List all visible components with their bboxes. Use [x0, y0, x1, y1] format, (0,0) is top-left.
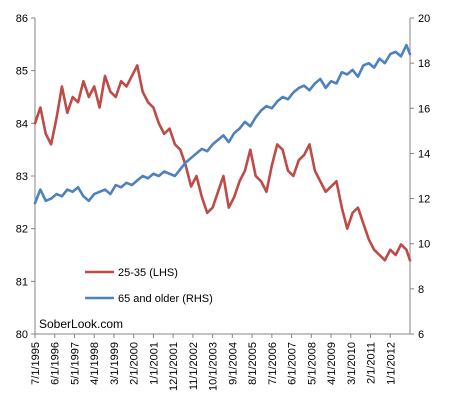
x-axis-tick-label: 2/1/2000 [129, 342, 141, 385]
x-axis-tick-label: 10/1/2003 [208, 342, 220, 391]
x-axis-tick-label: 1/1/2012 [385, 342, 397, 385]
x-axis-tick-label: 5/1/1997 [69, 342, 81, 385]
left-axis-tick-label: 81 [16, 276, 28, 288]
legend-label-1: 25-35 (LHS) [118, 267, 178, 279]
x-axis-tick-label: 6/1/2007 [287, 342, 299, 385]
legend: 25-35 (LHS) 65 and older (RHS) [85, 267, 213, 305]
x-axis-tick-label: 3/1/1999 [109, 342, 121, 385]
right-axis-tick-label: 20 [418, 13, 430, 25]
right-axis-tick-label: 6 [418, 329, 424, 341]
x-axis-tick-label: 11/1/2002 [188, 342, 200, 390]
left-axis-tick-label: 80 [16, 329, 28, 341]
x-axis-tick-label: 4/1/2009 [326, 342, 338, 385]
right-axis-tick-label: 18 [418, 58, 430, 70]
right-axis: 6 8 10 12 14 16 18 20 [409, 13, 430, 341]
watermark: SoberLook.com [39, 317, 123, 331]
right-axis-tick-label: 16 [418, 103, 430, 115]
series-line-1 [33, 64, 412, 262]
right-axis-tick-label: 10 [418, 239, 430, 251]
x-axis-tick-label: 1/1/2001 [148, 342, 160, 385]
x-axis-tick-label: 8/1/2005 [247, 342, 259, 385]
left-axis-tick-label: 86 [16, 13, 28, 25]
left-axis-tick-label: 85 [16, 66, 28, 78]
x-axis: 7/1/1995 6/1/1996 5/1/1997 4/1/1998 3/1/1999… [30, 333, 410, 391]
left-axis-tick-label: 84 [16, 118, 28, 130]
x-axis-tick-label: 9/1/2004 [227, 342, 239, 385]
x-axis-tick-label: 2/1/2011 [366, 342, 378, 384]
left-axis: 80 81 82 83 84 85 86 [16, 13, 36, 341]
left-axis-tick-label: 82 [16, 224, 28, 236]
plot-area [33, 43, 412, 262]
x-axis-tick-label: 12/1/2001 [168, 342, 180, 391]
series-line-2 [33, 43, 412, 205]
x-axis-tick-label: 3/1/2010 [346, 342, 358, 385]
left-axis-tick-label: 83 [16, 171, 28, 183]
x-axis-tick-label: 7/1/2006 [267, 342, 279, 385]
x-axis-tick-label: 7/1/1995 [30, 342, 42, 385]
x-axis-tick-label: 6/1/1996 [50, 342, 62, 385]
right-axis-tick-label: 8 [418, 284, 424, 296]
right-axis-tick-label: 14 [418, 148, 430, 160]
legend-label-2: 65 and older (RHS) [118, 293, 213, 305]
right-axis-tick-label: 12 [418, 194, 430, 206]
x-axis-tick-label: 4/1/1998 [89, 342, 101, 385]
x-axis-tick-label: 5/1/2008 [306, 342, 318, 385]
